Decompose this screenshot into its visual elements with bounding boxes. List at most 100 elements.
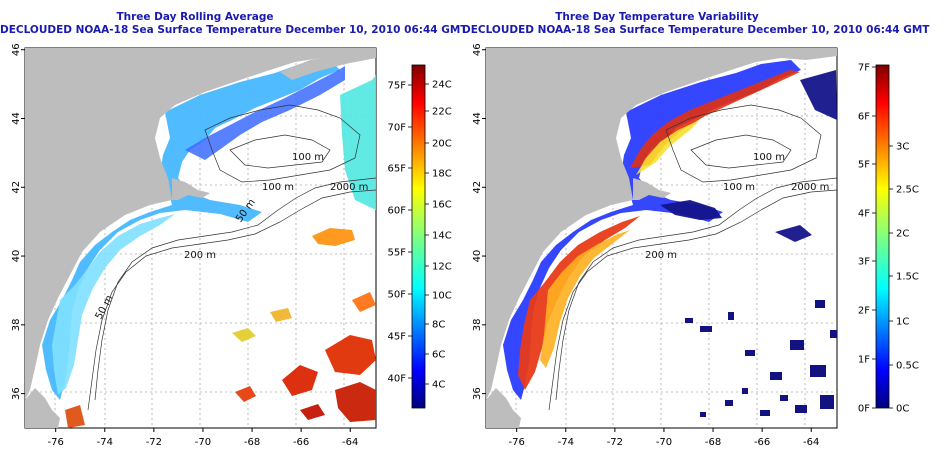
right-title-line2: DECLOUDED NOAA-18 Sea Surface Temperatur… xyxy=(462,24,930,36)
left-sst-gulf-maine xyxy=(185,66,345,160)
right-lat-label: 36 xyxy=(472,387,483,400)
right-map-panel: 100 m 100 m 2000 m 200 m -76 -74 -72 -70 -68… xyxy=(472,43,838,448)
left-axis-ticks: -76 -74 -72 -70 -68 -66 -64 46 44 42 40 38 36 xyxy=(11,43,358,448)
left-c-label: 8C xyxy=(432,320,445,331)
left-lon-label: -68 xyxy=(244,437,260,448)
left-contour-label-100m-b: 100 m xyxy=(262,182,294,193)
right-c-label: 1C xyxy=(896,317,909,328)
right-f-label: 4F xyxy=(858,209,870,220)
left-lat-label: 46 xyxy=(11,43,22,56)
right-lat-label: 46 xyxy=(472,43,483,56)
right-colorbar-gradient xyxy=(875,64,890,409)
left-contour-label-100m-a: 100 m xyxy=(292,152,324,163)
right-title-line1: Three Day Temperature Variability xyxy=(555,11,759,23)
left-contour-label-200m: 200 m xyxy=(184,250,216,261)
right-var-red-band xyxy=(518,216,640,390)
left-lat-label: 36 xyxy=(11,387,22,400)
right-f-label: 7F xyxy=(858,63,870,74)
left-sst-cyan-east xyxy=(340,75,376,210)
left-lat-label: 42 xyxy=(11,181,22,194)
left-c-label: 6C xyxy=(432,350,445,361)
left-c-label: 22C xyxy=(432,107,452,118)
left-c-label: 24C xyxy=(432,80,452,91)
right-c-label: 3C xyxy=(896,142,909,153)
right-colorbar-celsius: 3C 2.5C 2C 1.5C 1C 0.5C 0C xyxy=(889,142,919,415)
right-lon-label: -64 xyxy=(803,437,819,448)
left-land-capecod xyxy=(172,178,210,200)
right-lon-label: -74 xyxy=(558,437,574,448)
right-lon-label: -66 xyxy=(754,437,770,448)
left-f-label: 70F xyxy=(388,123,407,134)
right-c-label: 0.5C xyxy=(896,361,919,372)
right-f-label: 2F xyxy=(858,306,870,317)
right-var-orange-band xyxy=(540,230,630,368)
right-var-outer-band xyxy=(503,60,801,400)
right-lon-label: -76 xyxy=(509,437,525,448)
left-c-label: 10C xyxy=(432,291,452,302)
right-lon-label: -72 xyxy=(607,437,623,448)
left-colorbar: 75F 70F 65F 60F 55F 50F 45F 40F 24C 22C 20C 18C 16C… xyxy=(388,64,452,409)
left-contour-label-2000m: 2000 m xyxy=(330,182,368,193)
right-f-label: 1F xyxy=(858,355,870,366)
left-lon-label: -76 xyxy=(48,437,64,448)
left-lat-label: 38 xyxy=(11,318,22,331)
right-f-label: 5F xyxy=(858,160,870,171)
right-lat-label: 42 xyxy=(472,181,483,194)
left-map-panel: 100 m 100 m 2000 m 200 m 50 m 50 m -76 -7… xyxy=(11,43,377,448)
left-c-label: 16C xyxy=(432,200,452,211)
right-var-scattered-low xyxy=(685,300,837,417)
right-lat-label: 44 xyxy=(472,112,483,125)
left-sst-coastal-band xyxy=(42,60,340,400)
right-contour-label-100m-b: 100 m xyxy=(723,182,755,193)
left-lon-label: -74 xyxy=(97,437,113,448)
right-c-label: 0C xyxy=(896,404,909,415)
left-f-label: 45F xyxy=(388,332,407,343)
left-c-label: 12C xyxy=(432,262,452,273)
left-c-label: 18C xyxy=(432,169,452,180)
right-lat-label: 38 xyxy=(472,318,483,331)
left-f-label: 75F xyxy=(388,81,407,92)
right-lon-label: -68 xyxy=(705,437,721,448)
left-land-novascotia xyxy=(280,50,376,80)
right-contour-labels: 100 m 100 m 2000 m 200 m xyxy=(645,152,829,261)
left-colorbar-gradient xyxy=(411,64,426,409)
right-c-label: 2C xyxy=(896,229,909,240)
left-bathymetry-contours xyxy=(87,104,376,411)
left-lat-label: 44 xyxy=(11,112,22,125)
left-lon-label: -66 xyxy=(293,437,309,448)
left-lat-label: 40 xyxy=(11,250,22,263)
left-c-label: 4C xyxy=(432,380,445,391)
left-sst-inner-band xyxy=(52,214,175,395)
left-f-label: 50F xyxy=(388,290,407,301)
left-lon-label: -72 xyxy=(146,437,162,448)
right-c-label: 2.5C xyxy=(896,185,919,196)
right-land-capecod xyxy=(633,178,671,200)
left-c-label: 20C xyxy=(432,139,452,150)
left-title-line2: DECLOUDED NOAA-18 Sea Surface Temperatur… xyxy=(0,24,468,36)
left-sst-warm-patches xyxy=(65,228,376,428)
right-lat-label: 40 xyxy=(472,250,483,263)
right-lon-label: -70 xyxy=(656,437,672,448)
right-axis-ticks: -76 -74 -72 -70 -68 -66 -64 46 44 42 40 38 36 xyxy=(472,43,819,448)
right-f-label: 6F xyxy=(858,112,870,123)
left-lon-label: -64 xyxy=(342,437,358,448)
left-title-line1: Three Day Rolling Average xyxy=(116,11,274,23)
left-f-label: 65F xyxy=(388,164,407,175)
right-land-northwest xyxy=(486,48,837,400)
left-c-label: 14C xyxy=(432,231,452,242)
right-land-delmarva xyxy=(486,388,521,428)
right-var-gulf-yellow xyxy=(636,120,700,175)
right-var-dark-patches xyxy=(660,70,837,242)
left-colorbar-fahrenheit: 75F 70F 65F 60F 55F 50F 45F 40F xyxy=(388,81,412,385)
right-title: Three Day Temperature Variability DECLOU… xyxy=(462,11,930,37)
left-f-label: 40F xyxy=(388,374,407,385)
right-contour-label-2000m: 2000 m xyxy=(791,182,829,193)
left-land-northwest xyxy=(25,48,376,400)
right-contour-label-200m: 200 m xyxy=(645,250,677,261)
left-title: Three Day Rolling Average DECLOUDED NOAA… xyxy=(0,11,468,37)
right-f-label: 0F xyxy=(858,404,870,415)
right-colorbar: 7F 6F 5F 4F 3F 2F 1F 0F 3C 2.5C 2C 1.5C 1C 0.5C 0C xyxy=(858,63,919,415)
right-c-label: 1.5C xyxy=(896,272,919,283)
right-bathymetry-contours xyxy=(548,104,837,411)
right-f-label: 3F xyxy=(858,257,870,268)
